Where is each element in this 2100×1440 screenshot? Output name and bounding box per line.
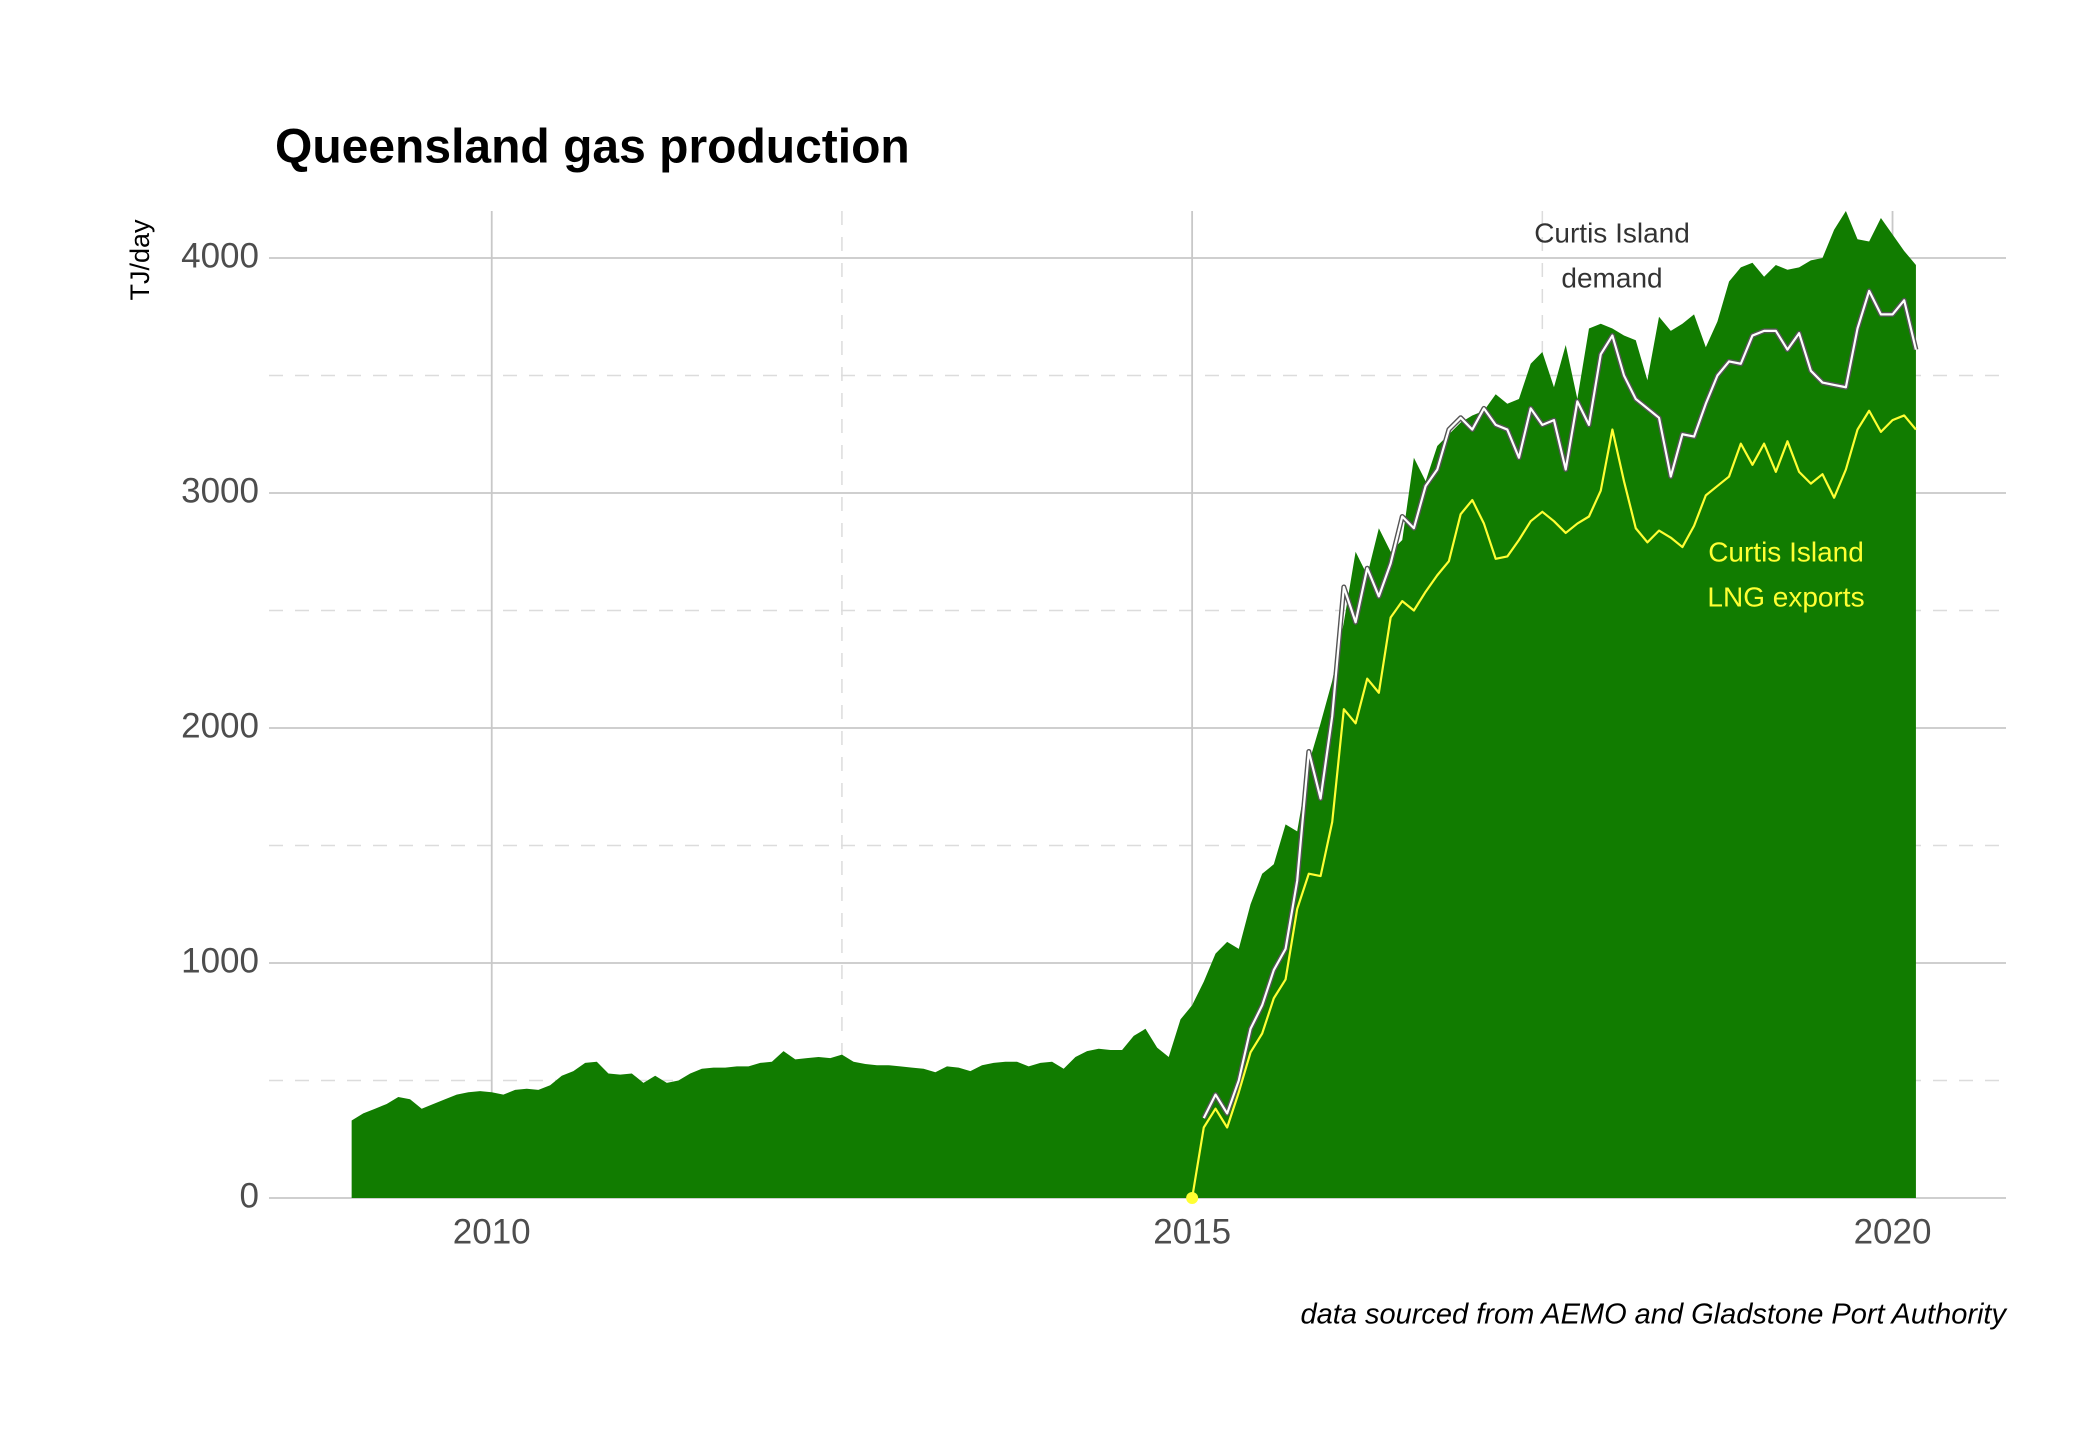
x-tick-label: 2020 bbox=[1854, 1212, 1932, 1251]
y-tick-label: 2000 bbox=[181, 706, 259, 745]
annotation: Curtis Island bbox=[1708, 536, 1864, 567]
x-tick-label: 2015 bbox=[1153, 1212, 1231, 1251]
area bbox=[351, 211, 1916, 1198]
caption: data sourced from AEMO and Gladstone Por… bbox=[1301, 1299, 2008, 1331]
line bbox=[1191, 409, 1917, 1199]
annotation: demand bbox=[1561, 262, 1662, 293]
annotation: LNG exports bbox=[1707, 581, 1864, 612]
y-tick-label: 1000 bbox=[181, 941, 259, 980]
y-tick-label: 3000 bbox=[181, 471, 259, 510]
annotation: Curtis Island bbox=[1534, 217, 1690, 248]
chart-title: Queensland gas production bbox=[275, 121, 910, 174]
start-marker bbox=[1186, 1192, 1199, 1204]
y-tick-label: 4000 bbox=[181, 236, 259, 275]
x-tick-label: 2010 bbox=[453, 1212, 531, 1251]
line bbox=[1202, 289, 1917, 1119]
y-tick-label: 0 bbox=[240, 1176, 259, 1215]
y-axis-label: TJ/day bbox=[125, 219, 155, 301]
